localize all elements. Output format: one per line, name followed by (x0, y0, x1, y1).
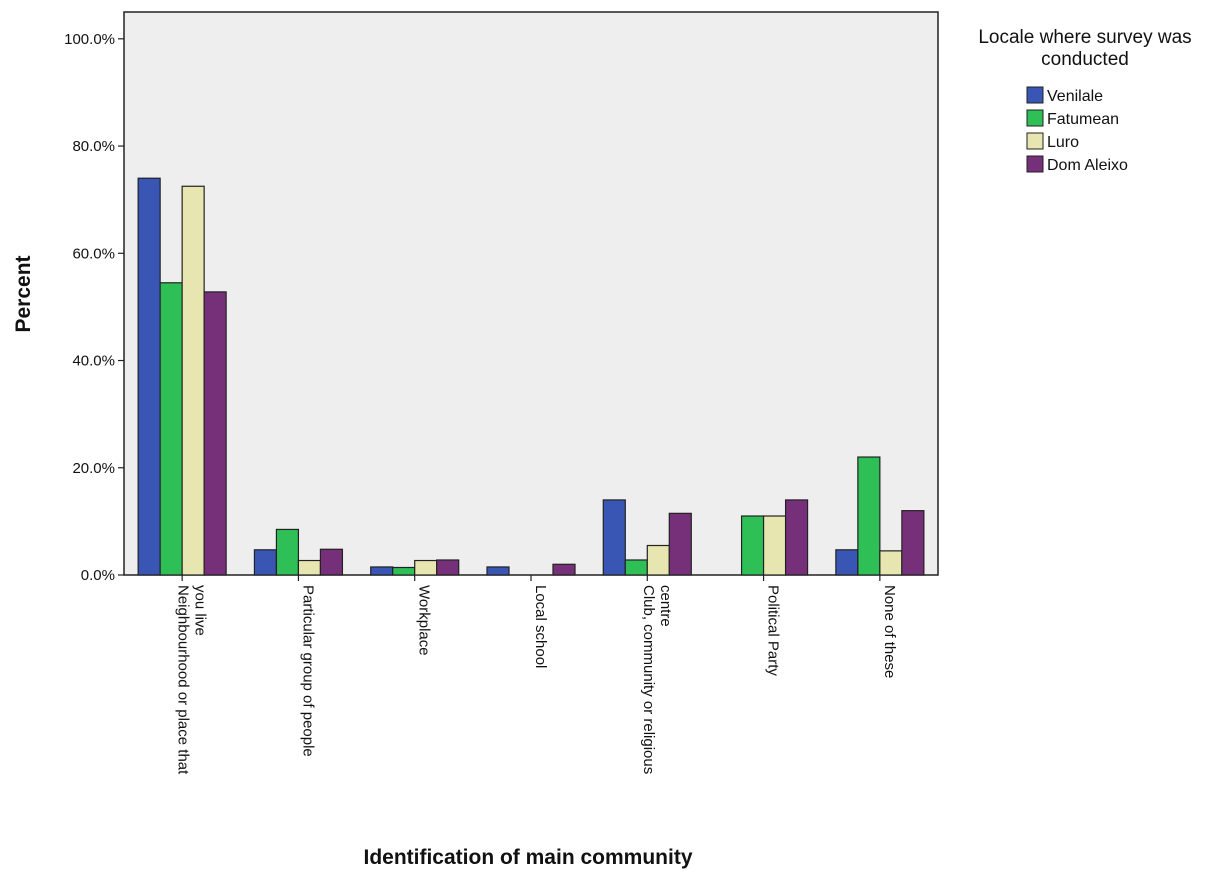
bar-luro (297, 559, 322, 576)
bars (137, 177, 925, 576)
bar-fatumean (624, 559, 648, 576)
bar-dom-aleixo (784, 499, 809, 576)
bar-venilale (602, 499, 626, 576)
bar-luro (181, 185, 205, 576)
bar-dom-aleixo (203, 291, 227, 576)
legend: Locale where survey was conducted Venilale… (978, 27, 1191, 174)
bar-fatumean (275, 528, 300, 576)
bar-fatumean (740, 515, 765, 576)
legend-title: Locale where survey was conducted (978, 27, 1191, 70)
x-category-label: Workplace (416, 585, 433, 656)
x-category-label: None of these (881, 585, 898, 678)
x-category-label: Political Party (765, 585, 782, 676)
plot-background (123, 11, 939, 576)
y-tick-label: 0.0% (81, 567, 115, 584)
legend-label: Venilale (1047, 88, 1103, 105)
bar-venilale (486, 566, 510, 576)
legend-label: Fatumean (1047, 111, 1119, 128)
x-category-label: centre (657, 585, 674, 627)
x-axis: Neighbourhood or place that you live Parti… (175, 575, 898, 775)
bar-luro (762, 515, 787, 576)
y-tick-label: 100.0% (64, 31, 115, 48)
y-tick-label: 20.0% (72, 460, 115, 477)
bar-venilale (370, 566, 394, 576)
bar-dom-aleixo (436, 559, 460, 576)
y-tick-label: 60.0% (72, 245, 115, 262)
x-category-label: Neighbourhood or place that (175, 585, 192, 775)
legend-swatch (1026, 132, 1044, 150)
bar-venilale (835, 549, 859, 576)
bar-luro (646, 544, 670, 576)
bar-dom-aleixo (319, 548, 344, 576)
bar-venilale (137, 177, 161, 576)
bar-luro (879, 550, 903, 576)
y-axis-title: Percent (12, 255, 35, 332)
legend-swatch (1026, 155, 1044, 173)
bar-fatumean (392, 566, 416, 576)
bar-fatumean (857, 456, 881, 576)
y-tick-label: 40.0% (72, 353, 115, 370)
x-category-label: Particular group of people (299, 585, 316, 757)
legend-label: Luro (1047, 134, 1079, 151)
legend-label: Dom Aleixo (1047, 157, 1128, 174)
bar-dom-aleixo (668, 512, 692, 576)
legend-swatch (1026, 86, 1044, 104)
bar-fatumean (159, 282, 183, 576)
x-category-label: Club, community or religious (640, 585, 657, 774)
x-axis-title: Identification of main community (363, 846, 692, 869)
bar-venilale (253, 549, 278, 576)
y-tick-label: 80.0% (72, 138, 115, 155)
bar-dom-aleixo (552, 563, 576, 576)
y-axis: 0.0% 20.0% 40.0% 60.0% 80.0% 100.0% (64, 31, 124, 584)
bar-dom-aleixo (901, 510, 925, 576)
x-category-label: you live (192, 585, 209, 636)
bar-luro (414, 559, 438, 576)
legend-swatch (1026, 109, 1044, 127)
x-category-label: Local school (532, 585, 549, 668)
